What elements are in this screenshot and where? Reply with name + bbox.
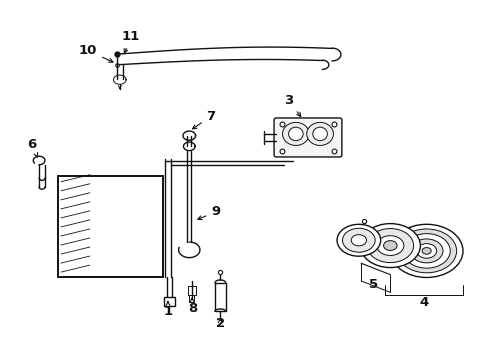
Ellipse shape xyxy=(422,248,431,254)
Text: 6: 6 xyxy=(27,138,38,157)
Bar xyxy=(188,286,196,295)
Ellipse shape xyxy=(416,244,437,258)
Text: 5: 5 xyxy=(369,278,378,291)
Text: 11: 11 xyxy=(122,30,140,53)
Text: 4: 4 xyxy=(419,296,429,309)
Ellipse shape xyxy=(289,127,303,141)
Bar xyxy=(215,283,225,311)
Text: 7: 7 xyxy=(193,110,216,129)
Ellipse shape xyxy=(391,224,463,278)
Text: 9: 9 xyxy=(198,206,220,220)
Ellipse shape xyxy=(410,239,443,263)
Ellipse shape xyxy=(397,229,457,273)
Bar xyxy=(164,297,175,306)
Ellipse shape xyxy=(351,235,367,246)
Text: 3: 3 xyxy=(284,94,301,117)
Ellipse shape xyxy=(360,224,420,267)
Ellipse shape xyxy=(367,229,414,262)
Ellipse shape xyxy=(343,228,375,252)
Ellipse shape xyxy=(337,224,381,256)
Ellipse shape xyxy=(377,236,404,256)
Bar xyxy=(189,295,194,302)
Ellipse shape xyxy=(313,127,327,141)
Ellipse shape xyxy=(307,122,333,145)
FancyBboxPatch shape xyxy=(274,118,342,157)
Ellipse shape xyxy=(403,234,450,268)
Text: 10: 10 xyxy=(79,44,113,62)
Text: 1: 1 xyxy=(163,302,172,318)
Ellipse shape xyxy=(384,240,397,251)
Ellipse shape xyxy=(283,122,309,145)
Text: 2: 2 xyxy=(216,317,225,330)
Text: 8: 8 xyxy=(188,298,197,315)
